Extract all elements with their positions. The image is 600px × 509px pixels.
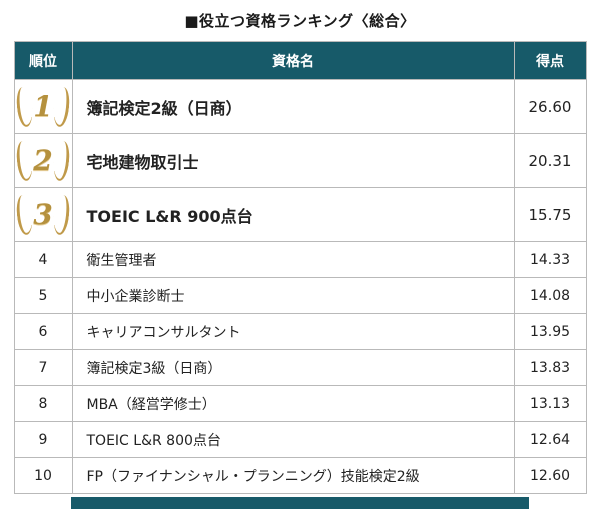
table-row: 6 キャリアコンサルタント 13.95 <box>13 313 587 350</box>
score-cell: 13.95 <box>513 313 587 350</box>
table-body: 1 簿記検定2級（日商） 26.60 2 宅地建物取引士 20.31 3 TOEIC L&R … <box>13 79 587 494</box>
table-footer-bar <box>71 497 529 509</box>
score-cell: 20.31 <box>513 133 587 188</box>
table-row: 5 中小企業診断士 14.08 <box>13 277 587 314</box>
qualification-name-cell: キャリアコンサルタント <box>71 313 515 350</box>
qualification-name-cell: TOEIC L&R 900点台 <box>71 187 515 242</box>
laurel-branch-right-icon <box>51 193 71 236</box>
rank-cell: 6 <box>13 313 73 350</box>
ranking-table: 順位 資格名 得点 1 簿記検定2級（日商） 26.60 2 宅地建物取引士 20.31 3… <box>13 41 587 494</box>
qualification-name-cell: 宅地建物取引士 <box>71 133 515 188</box>
rank-cell: 9 <box>13 421 73 458</box>
qualification-name-cell: 衛生管理者 <box>71 241 515 278</box>
score-cell: 12.64 <box>513 421 587 458</box>
qualification-name-cell: 中小企業診断士 <box>71 277 515 314</box>
page-title: ■役立つ資格ランキング〈総合〉 <box>184 12 416 30</box>
medal-rank-number: 1 <box>33 89 53 123</box>
qualification-name-cell: MBA（経営学修士） <box>71 385 515 422</box>
table-row: 10 FP（ファイナンシャル・プランニング）技能検定2級 12.60 <box>13 457 587 494</box>
score-cell: 14.33 <box>513 241 587 278</box>
table-row: 7 簿記検定3級（日商） 13.83 <box>13 349 587 386</box>
header-row: 順位 資格名 得点 <box>13 41 587 80</box>
table-row: 9 TOEIC L&R 800点台 12.64 <box>13 421 587 458</box>
score-cell: 14.08 <box>513 277 587 314</box>
table-row: 3 TOEIC L&R 900点台 15.75 <box>13 187 587 242</box>
score-cell: 13.83 <box>513 349 587 386</box>
table-row: 2 宅地建物取引士 20.31 <box>13 133 587 188</box>
qualification-name-cell: 簿記検定2級（日商） <box>71 79 515 134</box>
laurel-branch-right-icon <box>51 85 71 128</box>
score-cell: 12.60 <box>513 457 587 494</box>
rank-cell: 7 <box>13 349 73 386</box>
rank-cell: 8 <box>13 385 73 422</box>
laurel-medal-icon: 2 <box>15 137 71 185</box>
rank-cell: 10 <box>13 457 73 494</box>
col-header-score: 得点 <box>513 41 587 80</box>
table-row: 1 簿記検定2級（日商） 26.60 <box>13 79 587 134</box>
rank-cell: 2 <box>13 133 73 188</box>
table-row: 4 衛生管理者 14.33 <box>13 241 587 278</box>
table-header: 順位 資格名 得点 <box>13 41 587 80</box>
rank-cell: 1 <box>13 79 73 134</box>
qualification-name-cell: 簿記検定3級（日商） <box>71 349 515 386</box>
score-cell: 13.13 <box>513 385 587 422</box>
laurel-branch-left-icon <box>15 85 35 128</box>
table-row: 8 MBA（経営学修士） 13.13 <box>13 385 587 422</box>
col-header-rank: 順位 <box>13 41 73 80</box>
laurel-medal-icon: 1 <box>15 83 71 131</box>
col-header-name: 資格名 <box>71 41 515 80</box>
rank-cell: 5 <box>13 277 73 314</box>
qualification-name-cell: TOEIC L&R 800点台 <box>71 421 515 458</box>
laurel-branch-left-icon <box>15 193 35 236</box>
score-cell: 26.60 <box>513 79 587 134</box>
score-cell: 15.75 <box>513 187 587 242</box>
laurel-branch-left-icon <box>15 139 35 182</box>
medal-rank-number: 3 <box>33 197 53 231</box>
qualification-name-cell: FP（ファイナンシャル・プランニング）技能検定2級 <box>71 457 515 494</box>
medal-rank-number: 2 <box>33 143 53 177</box>
laurel-medal-icon: 3 <box>15 191 71 239</box>
laurel-branch-right-icon <box>51 139 71 182</box>
rank-cell: 4 <box>13 241 73 278</box>
rank-cell: 3 <box>13 187 73 242</box>
